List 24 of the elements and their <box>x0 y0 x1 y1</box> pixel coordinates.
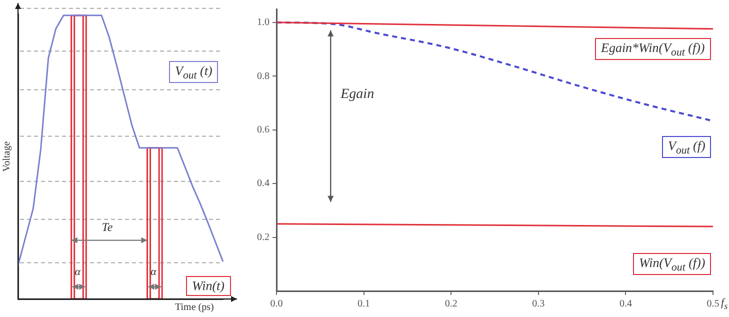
y-tick-label: 0.4 <box>257 178 270 190</box>
annotation: Te <box>102 220 113 236</box>
x-tick-label: 0.3 <box>532 298 545 310</box>
line-series <box>276 21 713 122</box>
text: Win(V$_{out}$ (f)) <box>633 252 712 276</box>
x-tick-label: 0.5 <box>706 298 720 310</box>
y-tick-label: 1.0 <box>257 17 270 28</box>
x-tick-label: 0.2 <box>444 298 458 310</box>
x-axis-title: f$_{s}$ <box>721 297 728 312</box>
y-axis-title: Voltage <box>1 141 12 172</box>
annotation: α <box>150 266 156 278</box>
x-tick-label: 0.4 <box>619 298 632 310</box>
series-label: Egain*Win(V$_{out}$ (f)) <box>595 38 711 60</box>
x-tick-label: 0.1 <box>358 298 370 310</box>
x-axis-title: Time (ps) <box>175 302 214 313</box>
series-label: V$_{out}$ (f) <box>662 136 712 158</box>
y-tick-label: 0.2 <box>257 232 270 243</box>
annotation: Egain <box>340 87 374 104</box>
annotation: α <box>74 266 81 278</box>
annotation: Win(t) <box>186 276 230 296</box>
y-tick-label: 0.8 <box>257 70 270 82</box>
x-tick-label: 0.0 <box>270 298 283 310</box>
text: V$_{out}$ (t) <box>169 60 218 84</box>
y-tick-label: 0.6 <box>257 124 270 136</box>
